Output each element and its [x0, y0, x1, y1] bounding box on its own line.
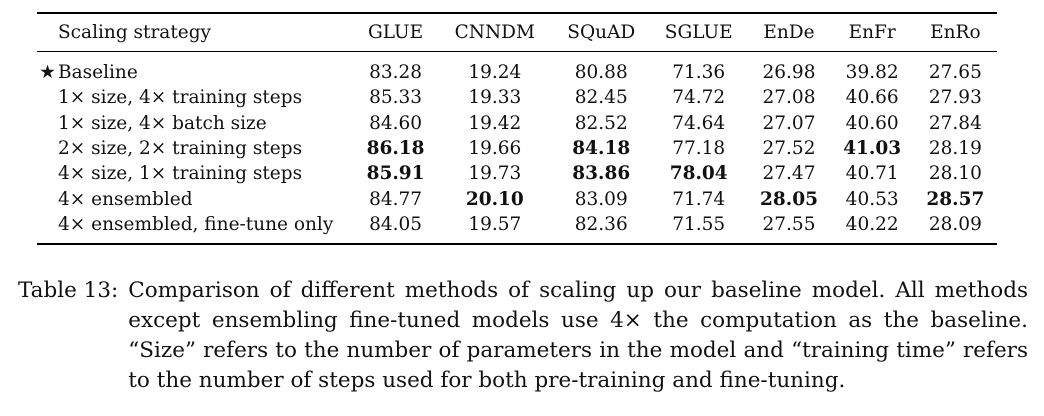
table-row: 1× size, 4× batch size 84.60 19.42 82.52 74.…	[37, 111, 997, 136]
table-cell: 78.04	[669, 163, 728, 185]
table-cell: 28.05	[760, 188, 818, 210]
table-row: 4× size, 1× training steps 85.91 19.73 83.8…	[37, 161, 997, 186]
header-scaling-strategy: Scaling strategy	[58, 22, 212, 43]
table-row: 1× size, 4× training steps 85.33 19.33 82.4…	[37, 85, 997, 110]
table-cell: 19.73	[468, 163, 522, 185]
table-cell: 20.10	[465, 188, 524, 210]
table-row: ★ Baseline 83.28 19.24 80.88 71.36 26.98 39.82 2…	[37, 52, 997, 86]
table-cell: 27.52	[762, 138, 816, 160]
table-cell: 74.64	[672, 112, 726, 134]
table-cell: 28.10	[928, 163, 982, 185]
table-cell: 27.08	[762, 87, 816, 109]
header-enfr: EnFr	[848, 22, 896, 43]
table-cell: 82.45	[574, 87, 628, 109]
table-body: ★ Baseline 83.28 19.24 80.88 71.36 26.98 39.82 2…	[37, 52, 997, 245]
table-cell: 19.24	[468, 62, 522, 84]
row-strategy-cell: 1× size, 4× batch size	[37, 111, 354, 136]
table-cell: 19.42	[468, 112, 522, 134]
table-cell: 83.28	[369, 62, 423, 84]
header-enro: EnRo	[930, 22, 981, 43]
row-strategy-cell: 4× ensembled, fine-tune only	[37, 212, 354, 244]
table-cell: 27.93	[928, 87, 982, 109]
row-strategy-cell: 4× ensembled	[37, 186, 354, 211]
table-cell: 77.18	[672, 138, 726, 160]
table-cell: 39.82	[845, 62, 899, 84]
table-cell: 40.22	[845, 213, 899, 235]
table-cell: 84.18	[572, 138, 631, 160]
table-cell: 40.60	[845, 112, 899, 134]
row-strategy-cell: 4× size, 1× training steps	[37, 161, 354, 186]
table-cell: 85.33	[369, 87, 423, 109]
header-glue: GLUE	[368, 22, 424, 43]
table-cell: 41.03	[843, 138, 902, 160]
table-cell: 71.55	[672, 213, 726, 235]
row-strategy-label: 4× size, 1× training steps	[58, 163, 303, 185]
row-strategy-label: Baseline	[58, 62, 138, 84]
header-sglue: SGLUE	[664, 22, 733, 43]
caption-text: Comparison of different methods of scali…	[128, 278, 1028, 393]
table-cell: 74.72	[672, 87, 726, 109]
table-cell: 84.05	[369, 213, 423, 235]
table-row: 2× size, 2× training steps 86.18 19.66 84.1…	[37, 136, 997, 161]
table-cell: 83.09	[574, 188, 628, 210]
caption-label: Table 13:	[18, 278, 119, 303]
table-cell: 27.47	[762, 163, 816, 185]
scaling-results-table: Scaling strategy GLUE CNNDM SQuAD SGLUE …	[37, 12, 997, 245]
header-cnndm: CNNDM	[454, 22, 535, 43]
table-cell: 27.65	[928, 62, 982, 84]
table-cell: 27.07	[762, 112, 816, 134]
baseline-star-icon: ★	[39, 62, 56, 84]
table-header-row: Scaling strategy GLUE CNNDM SQuAD SGLUE …	[37, 13, 997, 52]
table-cell: 40.66	[845, 87, 899, 109]
table-cell: 40.53	[845, 188, 899, 210]
table-cell: 27.84	[928, 112, 982, 134]
row-strategy-cell: 2× size, 2× training steps	[37, 136, 354, 161]
table-cell: 19.33	[468, 87, 522, 109]
table-cell: 19.66	[468, 138, 522, 160]
row-strategy-cell: 1× size, 4× training steps	[37, 85, 354, 110]
results-table-container: Scaling strategy GLUE CNNDM SQuAD SGLUE …	[37, 12, 997, 245]
table-cell: 28.09	[928, 213, 982, 235]
header-ende: EnDe	[763, 22, 815, 43]
table-cell: 40.71	[845, 163, 899, 185]
table-cell: 80.88	[574, 62, 628, 84]
header-squad: SQuAD	[567, 22, 636, 43]
table-cell: 86.18	[366, 138, 425, 160]
table-cell: 71.36	[672, 62, 726, 84]
row-strategy-label: 1× size, 4× training steps	[58, 87, 303, 109]
table-caption: Table 13: Comparison of different method…	[18, 276, 1028, 396]
table-cell: 27.55	[762, 213, 816, 235]
table-cell: 28.19	[928, 138, 982, 160]
table-cell: 82.52	[574, 112, 628, 134]
table-cell: 19.57	[468, 213, 522, 235]
table-cell: 28.57	[926, 188, 985, 210]
table-cell: 82.36	[574, 213, 628, 235]
table-cell: 26.98	[762, 62, 816, 84]
table-row: 4× ensembled, fine-tune only 84.05 19.57 82…	[37, 212, 997, 245]
table-cell: 84.77	[369, 188, 423, 210]
row-strategy-label: 2× size, 2× training steps	[58, 138, 303, 160]
row-strategy-cell: ★ Baseline	[37, 52, 354, 86]
table-cell: 84.60	[369, 112, 423, 134]
row-strategy-label: 1× size, 4× batch size	[58, 112, 267, 134]
row-strategy-label: 4× ensembled, fine-tune only	[58, 213, 334, 235]
row-strategy-label: 4× ensembled	[58, 188, 193, 210]
table-row: 4× ensembled 84.77 20.10 83.09 71.74 28.05 40.…	[37, 186, 997, 211]
table-cell: 83.86	[572, 163, 631, 185]
table-cell: 85.91	[366, 163, 425, 185]
table-cell: 71.74	[672, 188, 726, 210]
